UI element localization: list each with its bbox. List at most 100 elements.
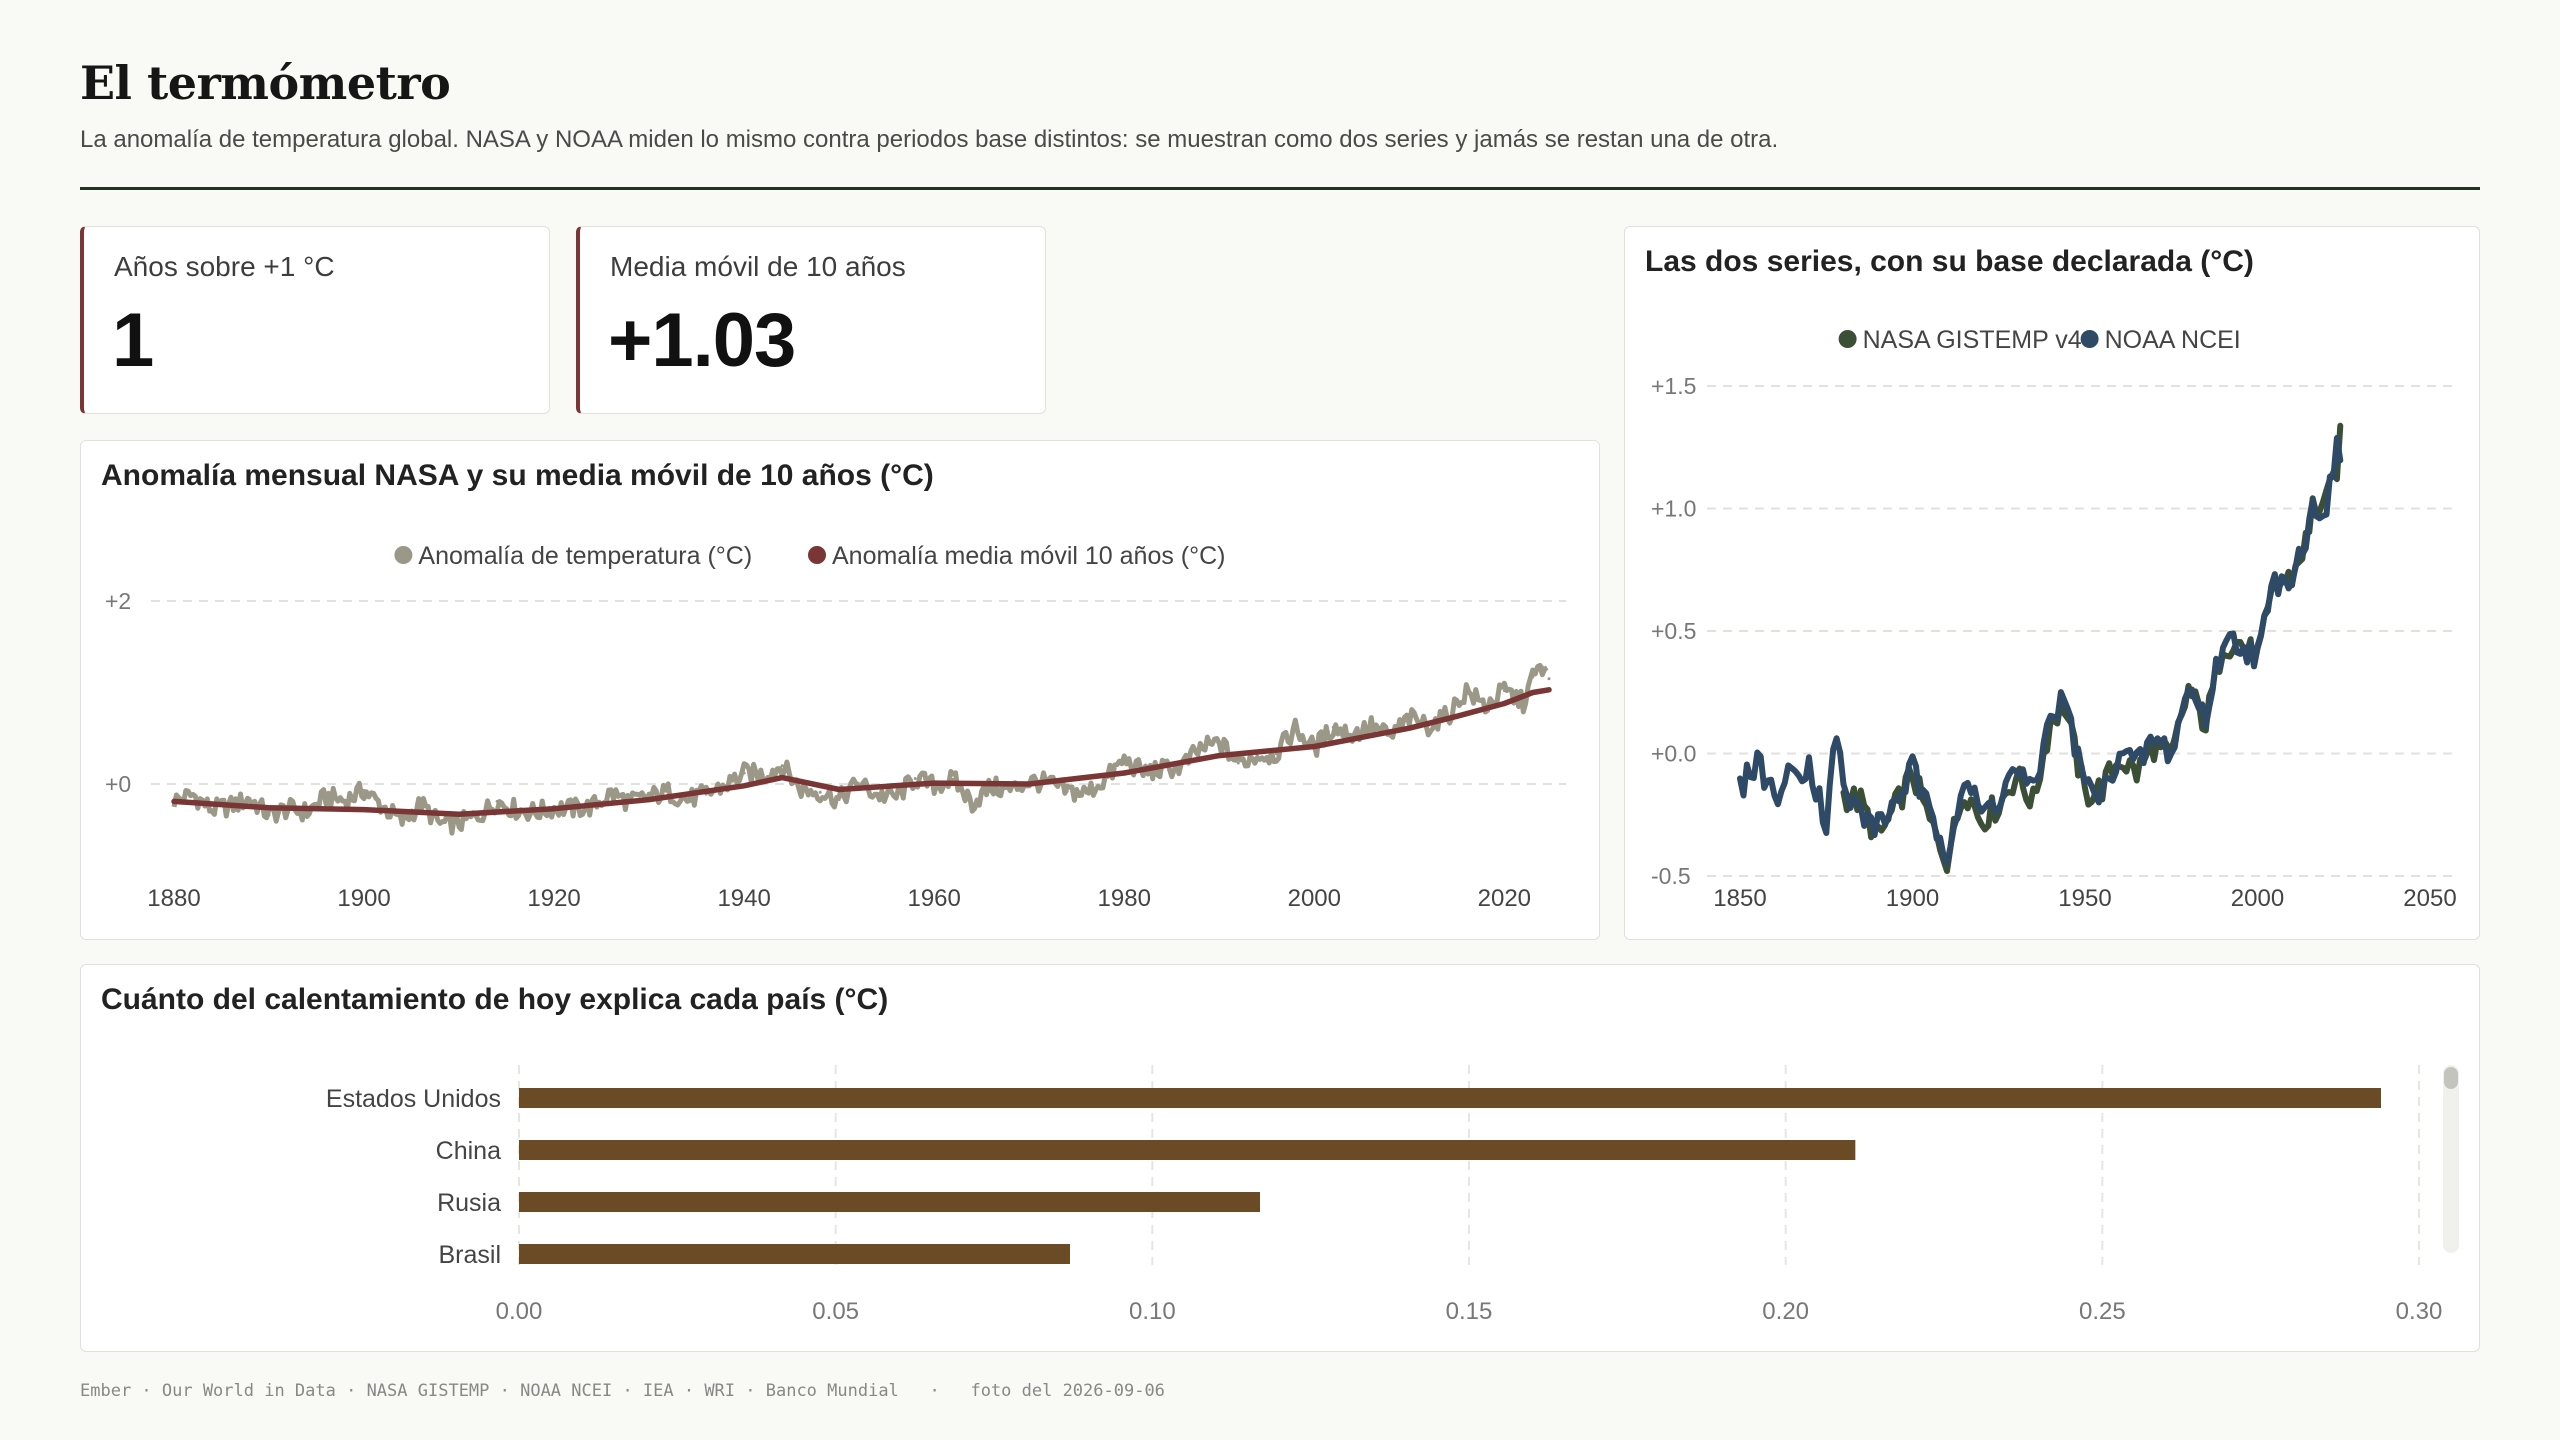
y-tick-label: -0.5 bbox=[1651, 863, 1691, 889]
legend-label: Anomalía de temperatura (°C) bbox=[418, 542, 752, 570]
x-tick-label: 1960 bbox=[907, 885, 960, 912]
data-point-anomaly bbox=[1198, 747, 1202, 751]
bar bbox=[519, 1244, 1070, 1264]
x-tick-label: 1850 bbox=[1713, 885, 1766, 912]
legend-swatch bbox=[394, 546, 413, 564]
data-point-anomaly bbox=[666, 790, 670, 794]
data-point-anomaly bbox=[894, 795, 898, 799]
monthly-anomaly-chart: +0 +2 1880 1900 1920 1940 1960 1980 2000 2020 Anom… bbox=[105, 542, 1566, 912]
data-point-anomaly bbox=[1540, 665, 1544, 669]
category-label: Rusia bbox=[437, 1189, 501, 1217]
data-point-anomaly bbox=[400, 820, 404, 824]
data-point-anomaly bbox=[1255, 754, 1259, 758]
data-point-anomaly bbox=[343, 798, 347, 802]
data-point-anomaly bbox=[837, 798, 841, 802]
footer-separator: · bbox=[898, 1381, 971, 1401]
data-point-anomaly bbox=[913, 777, 917, 781]
legend-swatch bbox=[1838, 330, 1857, 348]
data-point-anomaly bbox=[799, 787, 803, 791]
y-tick-label: +0 bbox=[105, 771, 131, 797]
kpi-label: Media móvil de 10 años bbox=[610, 251, 906, 282]
data-point-anomaly bbox=[1331, 725, 1335, 729]
data-point-anomaly bbox=[742, 771, 746, 775]
chart-title: Anomalía mensual NASA y su media móvil d… bbox=[101, 459, 934, 492]
chart-title: Las dos series, con su base declarada (°… bbox=[1645, 245, 2254, 278]
kpi-card-moving-average: Media móvil de 10 años +1.03 bbox=[576, 226, 1046, 414]
x-tick-label: 1880 bbox=[147, 885, 200, 912]
data-point-anomaly bbox=[305, 810, 309, 814]
data-point-anomaly bbox=[1008, 788, 1012, 792]
page-subtitle: La anomalía de temperatura global. NASA … bbox=[80, 126, 1779, 153]
category-label: Estados Unidos bbox=[326, 1085, 501, 1113]
series-line-gistemp bbox=[1840, 422, 2344, 874]
y-tick-label: +1.5 bbox=[1651, 373, 1696, 399]
legend-swatch bbox=[808, 546, 826, 564]
data-point-anomaly bbox=[1293, 726, 1297, 730]
x-tick-label: 2020 bbox=[1478, 885, 1531, 912]
kpi-label: Años sobre +1 °C bbox=[114, 251, 335, 282]
data-point-anomaly bbox=[685, 798, 689, 802]
x-tick-label: 2000 bbox=[2231, 885, 2284, 912]
x-tick-label: 1950 bbox=[2058, 885, 2111, 912]
scrollbar-track[interactable] bbox=[2443, 1065, 2459, 1253]
legend-label: NOAA NCEI bbox=[2105, 326, 2241, 354]
country-contribution-card: Cuánto del calentamiento de hoy explica … bbox=[80, 964, 2480, 1352]
y-tick-label: +0.0 bbox=[1651, 741, 1696, 767]
data-point-anomaly bbox=[780, 764, 784, 768]
data-point-anomaly bbox=[267, 813, 271, 817]
two-series-card: Las dos series, con su base declarada (°… bbox=[1624, 226, 2480, 940]
legend-swatch bbox=[2080, 330, 2099, 348]
data-point-anomaly bbox=[1407, 716, 1411, 720]
data-point-anomaly bbox=[1217, 741, 1221, 745]
data-point-anomaly bbox=[1502, 689, 1506, 693]
series-line-ncei bbox=[1737, 435, 2344, 867]
x-tick-label: 1940 bbox=[717, 885, 770, 912]
data-point-anomaly bbox=[1274, 752, 1278, 756]
data-point-anomaly bbox=[1122, 758, 1126, 762]
x-tick-label: 0.30 bbox=[2396, 1298, 2443, 1325]
data-point-anomaly bbox=[324, 795, 328, 799]
chart-title: Cuánto del calentamiento de hoy explica … bbox=[101, 983, 889, 1016]
page-title: El termómetro bbox=[80, 56, 451, 110]
footer-snapshot: foto del 2026-09-06 bbox=[970, 1381, 1165, 1401]
data-point-anomaly bbox=[495, 799, 499, 803]
y-tick-label: +1.0 bbox=[1651, 496, 1696, 522]
x-tick-label: 0.25 bbox=[2079, 1298, 2126, 1325]
header-divider bbox=[80, 187, 2480, 190]
data-point-anomaly bbox=[761, 773, 765, 777]
x-tick-label: 2000 bbox=[1288, 885, 1341, 912]
x-tick-label: 0.05 bbox=[812, 1298, 859, 1325]
data-point-anomaly bbox=[1369, 724, 1373, 728]
two-series-chart: -0.5 +0.0 +0.5 +1.0 +1.5 1850 1900 1950 2000 2050… bbox=[1651, 326, 2457, 912]
data-point-anomaly bbox=[818, 790, 822, 794]
kpi-value: 1 bbox=[112, 298, 154, 383]
data-point-anomaly bbox=[1065, 789, 1069, 793]
y-tick-label: +0.5 bbox=[1651, 618, 1696, 644]
kpi-card-years-above-1c: Años sobre +1 °C 1 bbox=[80, 226, 550, 414]
x-tick-label: 0.15 bbox=[1446, 1298, 1493, 1325]
legend-label: NASA GISTEMP v4 bbox=[1863, 326, 2082, 354]
data-point-anomaly bbox=[1084, 791, 1088, 795]
data-point-anomaly bbox=[1350, 733, 1354, 737]
legend-label: Anomalía media móvil 10 años (°C) bbox=[832, 542, 1226, 570]
x-tick-label: 2050 bbox=[2403, 885, 2456, 912]
x-tick-label: 0.20 bbox=[1762, 1298, 1809, 1325]
bar bbox=[519, 1088, 2381, 1108]
country-bar-chart: 0.00 0.05 0.10 0.15 0.20 0.25 0.30 Estados Unid… bbox=[326, 1065, 2443, 1325]
category-label: Brasil bbox=[438, 1241, 501, 1269]
data-point-anomaly bbox=[210, 808, 214, 812]
data-point-anomaly bbox=[1179, 765, 1183, 769]
kpi-value: +1.03 bbox=[608, 298, 796, 383]
data-point-anomaly bbox=[1388, 734, 1392, 738]
data-point-anomaly bbox=[362, 788, 366, 792]
data-point-anomaly bbox=[1521, 701, 1525, 705]
data-point-anomaly bbox=[1103, 777, 1107, 781]
bar bbox=[519, 1140, 1856, 1160]
series-line-moving-average bbox=[171, 687, 1552, 817]
data-point-anomaly bbox=[248, 797, 252, 801]
x-tick-label: 1900 bbox=[1886, 885, 1939, 912]
data-point-anomaly bbox=[457, 821, 461, 825]
x-tick-label: 0.00 bbox=[496, 1298, 543, 1325]
scrollbar-thumb[interactable] bbox=[2444, 1067, 2458, 1089]
x-tick-label: 1980 bbox=[1098, 885, 1151, 912]
